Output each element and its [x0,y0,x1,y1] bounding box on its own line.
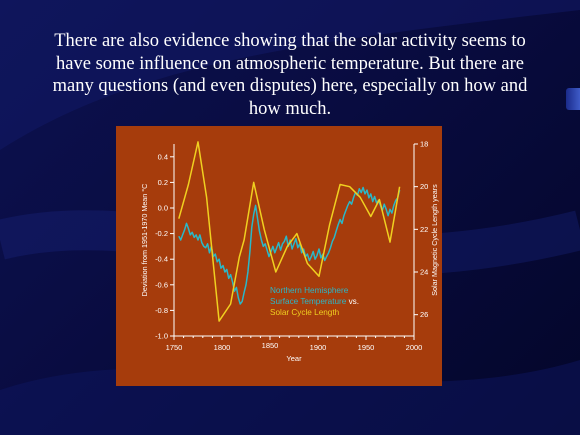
y-left-tick-label: -0.8 [155,306,168,315]
y-left-tick-label: 0.4 [158,152,168,161]
x-axis-title: Year [286,354,302,363]
legend-vs-text: vs. [346,297,359,306]
solar-cycle-length-line [178,141,401,322]
y-right-tick-label: 20 [420,182,428,191]
y-left-tick-label: 0.0 [158,204,168,213]
slide-side-tab [566,88,580,110]
x-tick-label: 1850 [262,341,279,350]
y-axis-left-title: Deviation from 1951-1970 Mean °C [140,184,149,297]
x-tick-label: 2000 [406,343,423,352]
legend-entry: Solar Cycle Length [270,308,340,317]
legend-entry: Surface Temperature vs. [270,297,359,306]
y-right-tick-label: 22 [420,225,428,234]
chart-panel: 1750 1800 1850 1900 1950 2000 0.4 0.2 0.0 -0.2 -0.… [116,126,442,386]
y-left-tick-label: -0.4 [155,255,168,264]
x-tick-label: 1950 [358,343,375,352]
y-left-tick-label: -0.6 [155,280,168,289]
y-left-tick-label: 0.2 [158,178,168,187]
chart: 1750 1800 1850 1900 1950 2000 0.4 0.2 0.0 -0.2 -0.… [140,140,439,364]
y-left-tick-label: -0.2 [155,229,168,238]
y-right-tick-label: 26 [420,310,428,319]
y-right-tick-label: 24 [420,268,428,277]
x-tick-label: 1750 [166,343,183,352]
y-axis-right-title: Solar Magnetic Cycle Length years [430,184,439,296]
legend-entry: Northern Hemisphere [270,286,349,295]
slide-caption: There are also evidence showing that the… [52,31,528,119]
x-tick-label: 1900 [310,343,327,352]
y-left-tick-label: -1.0 [155,332,168,341]
x-tick-label: 1800 [214,343,231,352]
y-right-tick-label: 18 [420,140,428,149]
